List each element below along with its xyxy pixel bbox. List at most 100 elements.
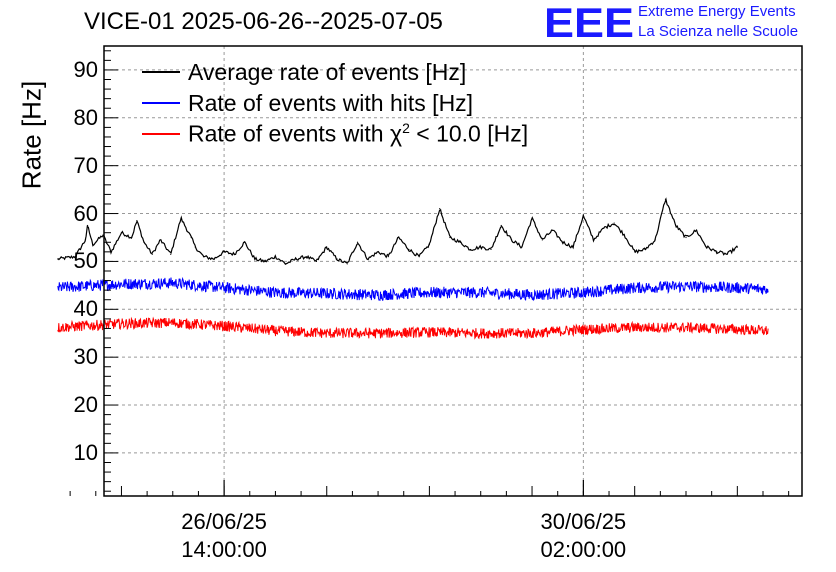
series-0-point xyxy=(315,260,318,263)
axes xyxy=(69,45,803,497)
grid-lines xyxy=(104,46,802,496)
series-0-point xyxy=(367,258,369,260)
series-0-point xyxy=(326,246,328,248)
series-0-point xyxy=(92,244,94,246)
series-0-point xyxy=(685,236,687,239)
series-0-point xyxy=(531,217,533,219)
series-0-point xyxy=(143,241,145,243)
series-0-point xyxy=(582,215,584,217)
series-0-point xyxy=(233,253,235,255)
series-0-point xyxy=(593,239,595,241)
eee-logo-text: EEE xyxy=(544,2,634,42)
series-0-point xyxy=(136,220,138,222)
series-0-point xyxy=(449,236,451,239)
series-0-point xyxy=(377,251,379,253)
series-2-trace xyxy=(57,316,769,340)
x-tick-label-date: 30/06/25 xyxy=(540,509,627,534)
series-0-point xyxy=(480,246,482,248)
series-0-point xyxy=(170,253,172,255)
series-0-point xyxy=(469,248,472,251)
series-2 xyxy=(57,316,769,340)
brand-line-2: La Scienza nelle Scuole xyxy=(638,23,799,40)
series-0-point xyxy=(74,256,76,258)
series-0-point xyxy=(654,239,656,241)
series-0-point xyxy=(244,241,246,243)
series-0-point xyxy=(305,256,307,258)
series-0-point xyxy=(408,248,410,251)
legend-entry-average: Average rate of events [Hz] xyxy=(142,58,466,86)
series-0-point xyxy=(387,256,389,258)
series-0-point xyxy=(716,251,718,253)
series-0-point xyxy=(459,241,461,243)
series-0-point xyxy=(194,246,196,248)
y-tick-label: 40 xyxy=(73,296,98,322)
legend-label-average: Average rate of events [Hz] xyxy=(188,58,467,85)
series-0-point xyxy=(274,256,277,258)
series-0-point xyxy=(86,224,89,227)
y-tick-label: 60 xyxy=(73,200,98,226)
series-0-point xyxy=(213,258,215,260)
series-0-point xyxy=(490,248,492,251)
series-0-point xyxy=(397,236,400,239)
x-tick-label-time: 02:00:00 xyxy=(540,537,627,562)
series-0-point xyxy=(180,217,182,219)
series-0-point xyxy=(120,232,123,234)
y-tick-label: 30 xyxy=(73,344,98,370)
legend-entry-hits: Rate of events with hits [Hz] xyxy=(142,89,473,117)
y-tick-label: 70 xyxy=(73,152,98,178)
legend-label-hits: Rate of events with hits [Hz] xyxy=(188,89,474,116)
brand-line-1: Extreme Energy Events xyxy=(638,3,796,20)
y-tick-label: 90 xyxy=(73,56,98,82)
series-0-point xyxy=(562,241,564,243)
x-tick-label-date: 26/06/25 xyxy=(181,509,267,534)
series-0-point xyxy=(644,248,646,251)
eee-logo: EEE xyxy=(544,2,634,42)
series-0-point xyxy=(572,246,574,248)
series-0-point xyxy=(664,198,667,200)
series-1 xyxy=(57,276,769,302)
series-0-point xyxy=(613,222,615,224)
series-0-point xyxy=(159,239,162,241)
series-0-point xyxy=(695,229,697,231)
series-0-point xyxy=(190,236,192,239)
series-0-point xyxy=(521,246,523,248)
series-0-point xyxy=(264,260,266,263)
series-0-point xyxy=(551,229,554,231)
series-0-point xyxy=(705,246,708,248)
series-0-point xyxy=(202,256,205,258)
legend-swatch-hits xyxy=(142,102,180,104)
series-0-point xyxy=(57,258,59,260)
y-tick-label: 80 xyxy=(73,104,98,130)
series-0-point xyxy=(151,253,153,255)
series-0-point xyxy=(223,251,225,253)
legend-swatch-chi2 xyxy=(142,133,180,135)
series-0-point xyxy=(254,258,256,260)
series-0-point xyxy=(346,263,348,265)
series-0-point xyxy=(131,236,133,239)
series-0-point xyxy=(336,258,338,260)
series-0 xyxy=(57,197,738,265)
series-0-line xyxy=(57,197,738,265)
series-0-point xyxy=(418,256,420,258)
y-tick-label: 20 xyxy=(73,392,98,418)
series-0-point xyxy=(623,234,626,236)
x-tick-label: 30/06/25 02:00:00 xyxy=(513,508,653,564)
x-tick-label-time: 14:00:00 xyxy=(181,537,267,562)
x-tick-label: 26/06/25 14:00:00 xyxy=(154,508,294,564)
legend-entry-chi2: Rate of events with χ2 < 10.0 [Hz] xyxy=(142,120,528,148)
series-0-point xyxy=(736,246,738,248)
series-0-point xyxy=(726,253,728,255)
series-0-point xyxy=(84,239,87,241)
series-0-point xyxy=(285,263,287,265)
legend-label-chi2: Rate of events with χ2 < 10.0 [Hz] xyxy=(188,120,529,147)
series-0-point xyxy=(603,227,605,229)
series-layer xyxy=(57,197,769,340)
series-0-point xyxy=(634,251,636,253)
series-0-point xyxy=(295,258,297,260)
chart-title: VICE-01 2025-06-26--2025-07-05 xyxy=(84,8,443,35)
series-0-point xyxy=(356,241,359,243)
series-0-point xyxy=(428,244,430,246)
series-0-point xyxy=(500,224,502,227)
y-tick-label: 10 xyxy=(73,439,98,465)
